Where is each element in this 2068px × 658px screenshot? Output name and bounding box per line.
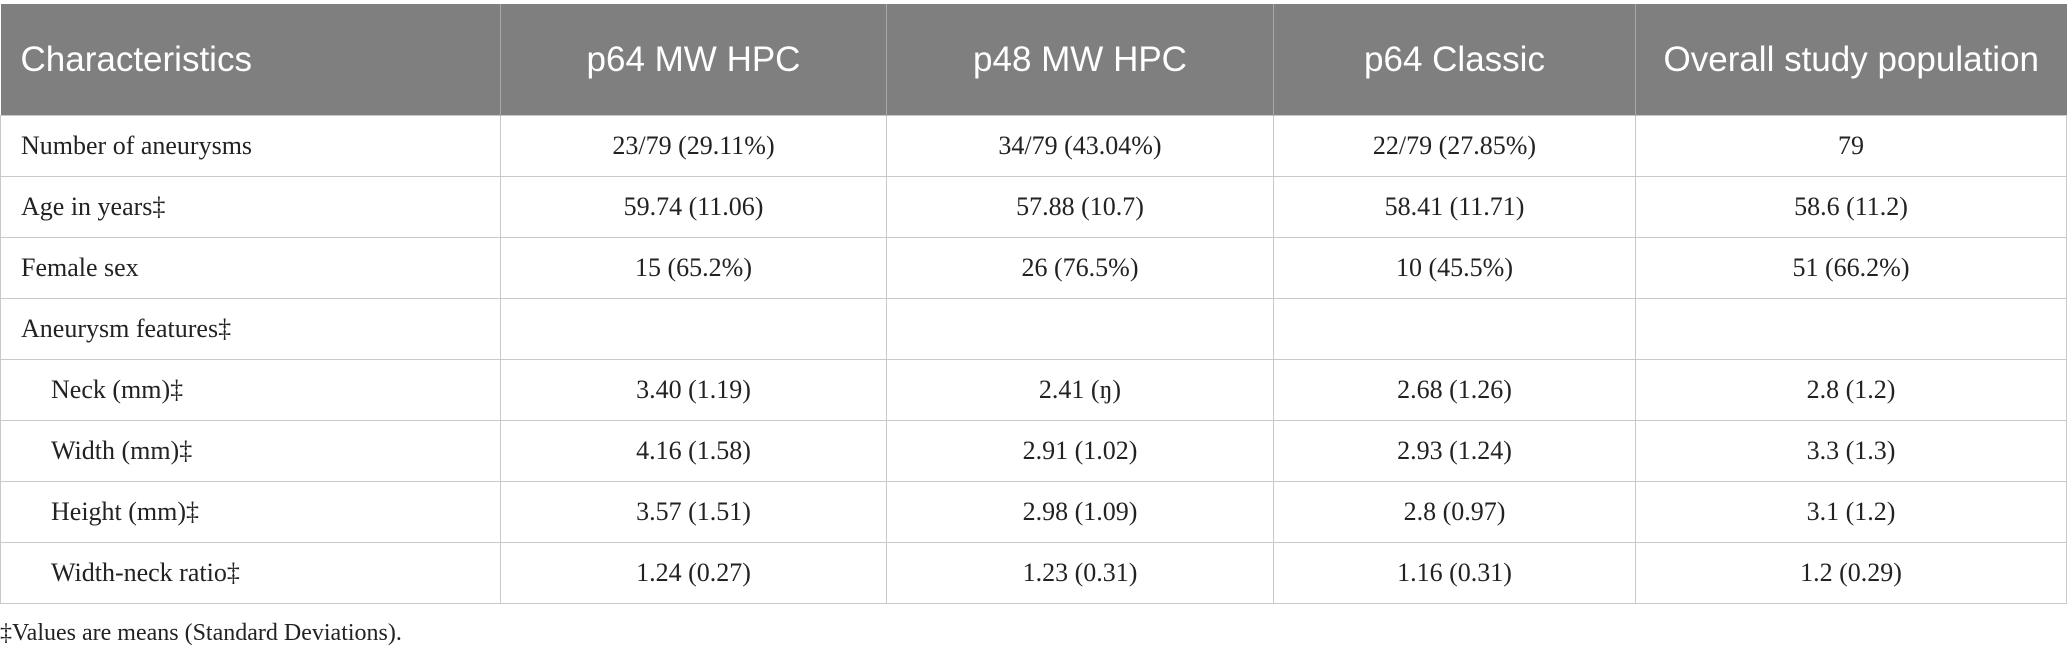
cell: 4.16 (1.58): [500, 420, 887, 482]
table-row: Aneurysm features‡: [0, 298, 2067, 360]
table-body: Number of aneurysms 23/79 (29.11%) 34/79 (…: [0, 115, 2067, 604]
cell: 1.2 (0.29): [1635, 542, 2067, 604]
row-label: Width (mm)‡: [0, 420, 501, 482]
cell: 2.91 (1.02): [886, 420, 1274, 482]
row-label: Height (mm)‡: [0, 481, 501, 543]
footnote: ‡Values are means (Standard Deviations).: [0, 620, 402, 646]
cell: 3.1 (1.2): [1635, 481, 2067, 543]
cell: 57.88 (10.7): [886, 176, 1274, 238]
header-row: Characteristics p64 MW HPC p48 MW HPC p64 C…: [0, 4, 2067, 116]
cell: 15 (65.2%): [500, 237, 887, 299]
data-table: Characteristics p64 MW HPC p48 MW HPC p64 C…: [0, 4, 2067, 604]
row-label: Number of aneurysms: [0, 115, 501, 177]
cell: 23/79 (29.11%): [500, 115, 887, 177]
cell: 2.68 (1.26): [1273, 359, 1636, 421]
cell: 2.8 (0.97): [1273, 481, 1636, 543]
cell: 1.23 (0.31): [886, 542, 1274, 604]
table-row: Height (mm)‡ 3.57 (1.51) 2.98 (1.09) 2.8 (0…: [0, 481, 2067, 543]
cell: [1635, 298, 2067, 360]
header-cell: p48 MW HPC: [886, 4, 1274, 116]
table-row: Number of aneurysms 23/79 (29.11%) 34/79 (…: [0, 115, 2067, 177]
header-cell: Overall study population: [1635, 4, 2067, 116]
cell: 3.3 (1.3): [1635, 420, 2067, 482]
row-label: Age in years‡: [0, 176, 501, 238]
table-row: Width-neck ratio‡ 1.24 (0.27) 1.23 (0.31) 1…: [0, 542, 2067, 604]
cell: 2.41 (ŋ): [886, 359, 1274, 421]
cell: 10 (45.5%): [1273, 237, 1636, 299]
cell: 1.24 (0.27): [500, 542, 887, 604]
table-row: Width (mm)‡ 4.16 (1.58) 2.91 (1.02) 2.93 (1…: [0, 420, 2067, 482]
cell: 2.93 (1.24): [1273, 420, 1636, 482]
cell: [886, 298, 1274, 360]
table-row: Age in years‡ 59.74 (11.06) 57.88 (10.7) 58…: [0, 176, 2067, 238]
cell: 58.41 (11.71): [1273, 176, 1636, 238]
cell: 2.8 (1.2): [1635, 359, 2067, 421]
cell: 51 (66.2%): [1635, 237, 2067, 299]
cell: 22/79 (27.85%): [1273, 115, 1636, 177]
cell: 58.6 (11.2): [1635, 176, 2067, 238]
cell: 2.98 (1.09): [886, 481, 1274, 543]
cell: 3.57 (1.51): [500, 481, 887, 543]
cell: 79: [1635, 115, 2067, 177]
cell: 3.40 (1.19): [500, 359, 887, 421]
header-cell: Characteristics: [0, 4, 501, 116]
cell: 34/79 (43.04%): [886, 115, 1274, 177]
cell: [500, 298, 887, 360]
table-row: Neck (mm)‡ 3.40 (1.19) 2.41 (ŋ) 2.68 (1.26)…: [0, 359, 2067, 421]
row-label: Width-neck ratio‡: [0, 542, 501, 604]
header-cell: p64 Classic: [1273, 4, 1636, 116]
cell: 1.16 (0.31): [1273, 542, 1636, 604]
cell: [1273, 298, 1636, 360]
table-row: Female sex 15 (65.2%) 26 (76.5%) 10 (45.5%)…: [0, 237, 2067, 299]
row-label: Female sex: [0, 237, 501, 299]
header-cell: p64 MW HPC: [500, 4, 887, 116]
cell: 59.74 (11.06): [500, 176, 887, 238]
cell: 26 (76.5%): [886, 237, 1274, 299]
row-label: Neck (mm)‡: [0, 359, 501, 421]
row-label: Aneurysm features‡: [0, 298, 501, 360]
